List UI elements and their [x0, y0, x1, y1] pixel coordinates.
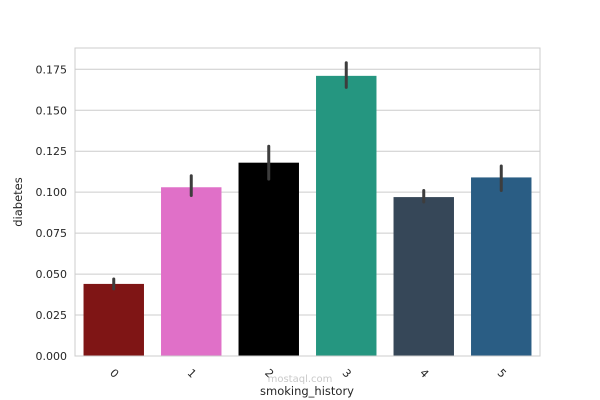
bar-5	[471, 177, 532, 356]
y-tick-label: 0.175	[36, 63, 68, 76]
y-tick-label: 0.000	[36, 350, 68, 363]
y-tick-labels: 0.000 0.025 0.050 0.075 0.100 0.125 0.150 0.175	[36, 63, 68, 363]
x-tick-label: 3	[340, 366, 354, 380]
bar-4	[393, 197, 454, 356]
x-tick-label: 1	[185, 366, 199, 380]
bar-1	[161, 187, 222, 356]
x-tick-label: 4	[417, 366, 431, 380]
bar-2	[238, 162, 299, 356]
x-axis-label: smoking_history	[260, 384, 354, 398]
y-tick-label: 0.075	[36, 227, 68, 240]
bar-0	[83, 283, 144, 356]
bar-series	[83, 75, 532, 356]
x-tick-label: 0	[107, 366, 121, 380]
y-gridlines	[75, 68, 540, 357]
y-tick-label: 0.100	[36, 186, 68, 199]
y-axis-label: diabetes	[11, 177, 25, 227]
bar-3	[316, 75, 377, 356]
x-tick-label: 5	[495, 366, 509, 380]
plot-frame	[74, 47, 541, 357]
y-tick-label: 0.025	[36, 309, 68, 322]
y-tick-label: 0.050	[36, 268, 68, 281]
y-tick-label: 0.125	[36, 145, 68, 158]
y-tick-label: 0.150	[36, 104, 68, 117]
watermark-logo: mostaql.com	[268, 374, 333, 385]
error-bars	[112, 61, 503, 291]
